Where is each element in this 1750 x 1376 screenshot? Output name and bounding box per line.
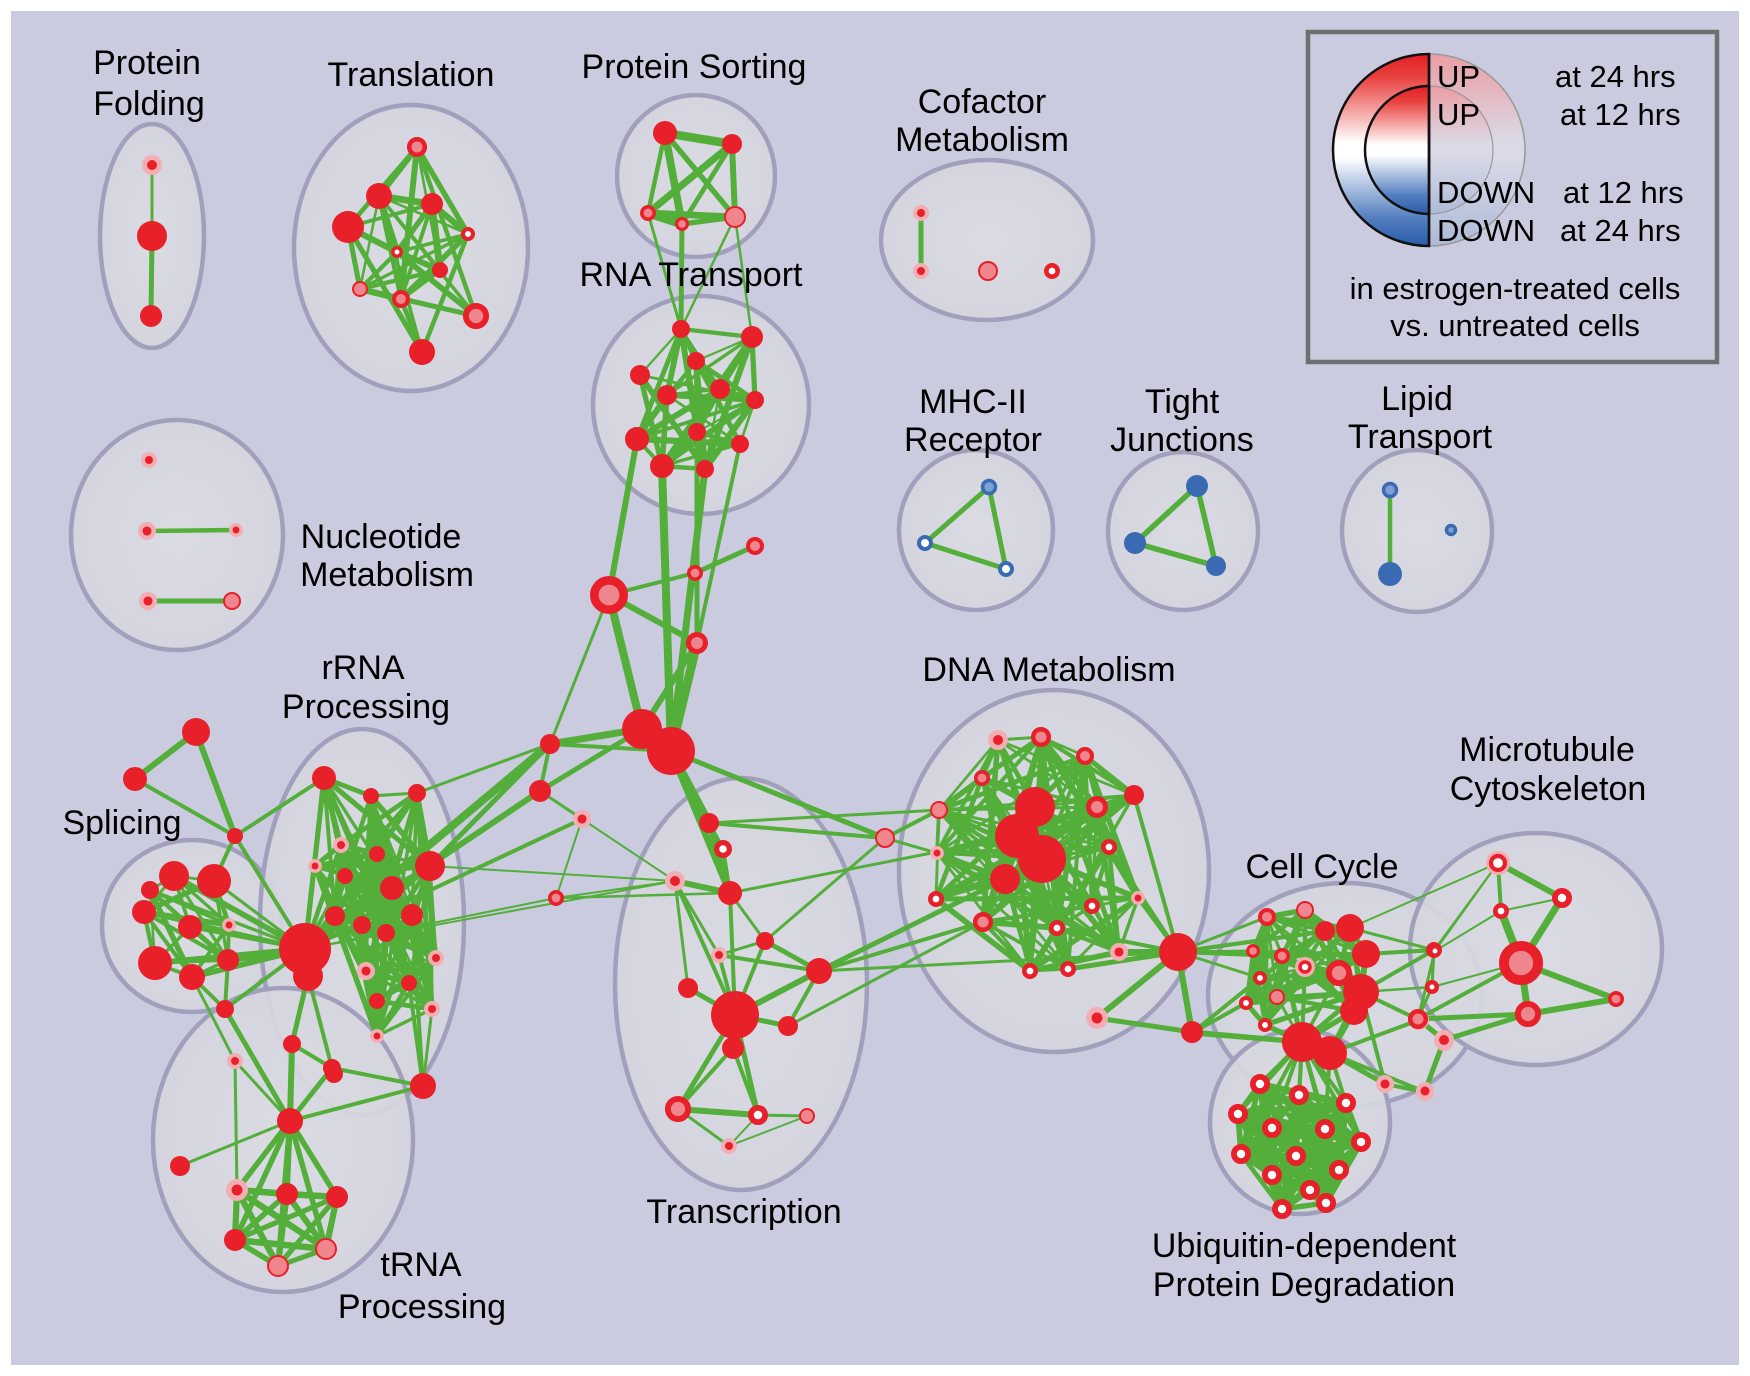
svg-text:DNA Metabolism: DNA Metabolism [922,651,1175,689]
svg-text:Processing: Processing [338,1288,506,1326]
svg-text:Junctions: Junctions [1110,421,1254,459]
svg-text:DOWN: DOWN [1437,213,1535,248]
svg-text:at 12 hrs: at 12 hrs [1560,97,1681,132]
svg-text:Tight: Tight [1145,383,1220,421]
svg-text:at 12 hrs: at 12 hrs [1563,175,1684,210]
svg-text:Cytoskeleton: Cytoskeleton [1450,770,1647,808]
svg-text:vs. untreated cells: vs. untreated cells [1390,308,1640,343]
svg-text:Translation: Translation [328,56,495,94]
svg-text:tRNA: tRNA [380,1246,462,1284]
svg-text:in estrogen-treated cells: in estrogen-treated cells [1350,271,1681,306]
svg-text:at 24 hrs: at 24 hrs [1555,59,1676,94]
svg-text:Transport: Transport [1348,418,1493,456]
svg-text:Splicing: Splicing [62,804,181,842]
svg-text:Metabolism: Metabolism [895,121,1069,159]
svg-text:Transcription: Transcription [646,1193,841,1231]
svg-text:Lipid: Lipid [1381,380,1453,418]
svg-text:Ubiquitin-dependent: Ubiquitin-dependent [1152,1227,1457,1265]
svg-text:Protein Degradation: Protein Degradation [1153,1266,1455,1304]
svg-text:UP: UP [1437,59,1480,94]
svg-text:Processing: Processing [282,688,450,726]
svg-text:Nucleotide: Nucleotide [301,518,462,556]
svg-text:Cell Cycle: Cell Cycle [1245,848,1398,886]
svg-text:rRNA: rRNA [321,649,404,687]
svg-text:MHC-II: MHC-II [919,383,1027,421]
svg-text:Cofactor: Cofactor [918,83,1047,121]
svg-text:Protein: Protein [93,44,201,82]
svg-text:Protein Sorting: Protein Sorting [582,48,807,86]
svg-text:Folding: Folding [93,85,205,123]
svg-text:RNA Transport: RNA Transport [580,256,804,294]
svg-text:DOWN: DOWN [1437,175,1535,210]
svg-text:at 24 hrs: at 24 hrs [1560,213,1681,248]
svg-text:Receptor: Receptor [904,421,1042,459]
svg-text:Metabolism: Metabolism [300,556,474,594]
svg-text:UP: UP [1437,97,1480,132]
svg-text:Microtubule: Microtubule [1459,731,1635,769]
